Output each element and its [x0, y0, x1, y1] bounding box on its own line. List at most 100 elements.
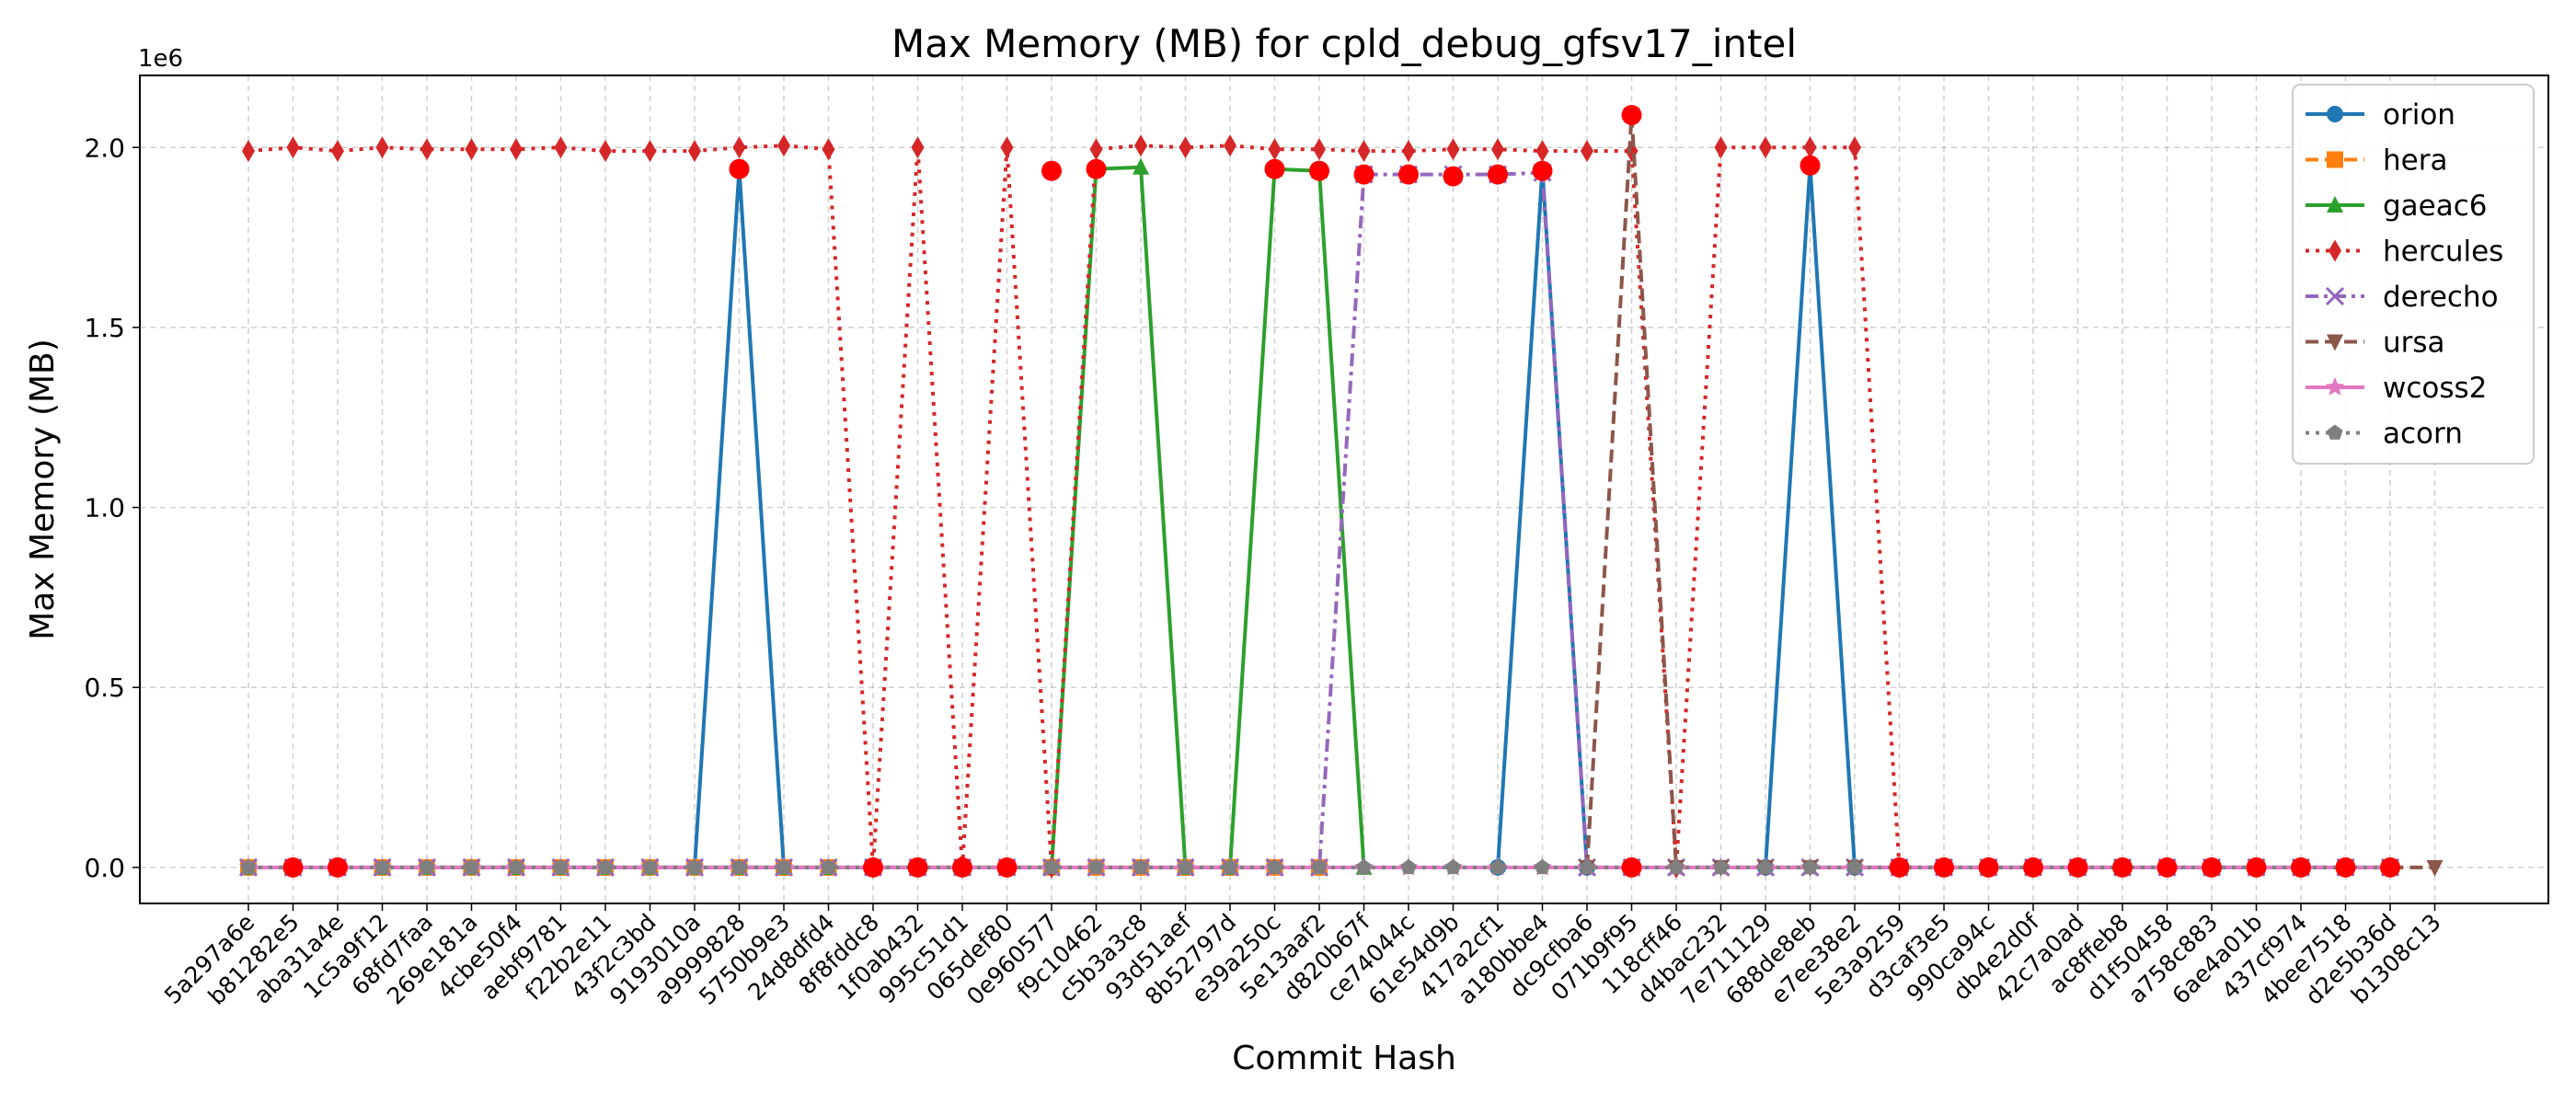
legend-marker	[2327, 334, 2343, 351]
legend-marker	[2327, 196, 2343, 213]
data-point-hercules	[554, 136, 568, 159]
legend-label: ursa	[2383, 327, 2445, 360]
data-point-acorn	[1355, 858, 1373, 875]
data-point-hercules	[1446, 138, 1460, 161]
highlight-point	[1086, 158, 1107, 179]
legend-label: gaeac6	[2383, 190, 2488, 223]
data-point-hercules	[420, 138, 433, 161]
data-point-hercules	[331, 140, 344, 163]
data-point-acorn	[463, 858, 480, 875]
data-point-acorn	[240, 858, 257, 875]
legend-marker	[2325, 377, 2345, 396]
data-point-hercules	[1848, 136, 1861, 159]
highlight-point	[952, 857, 972, 878]
highlight-point	[282, 857, 304, 878]
data-point-acorn	[1579, 858, 1595, 875]
legend: orion hera gaeac6 hercules derecho ursa wcoss2…	[2292, 84, 2535, 465]
highlight-point	[1621, 105, 1642, 126]
data-point-acorn	[1668, 858, 1685, 875]
y-tick-label: 1.0	[84, 493, 125, 523]
highlight-point	[1041, 160, 1062, 181]
data-point-hercules	[1357, 140, 1371, 163]
data-point-acorn	[1177, 858, 1194, 875]
highlight-point	[2335, 857, 2356, 878]
data-point-hercules	[242, 140, 255, 163]
highlight-point	[996, 857, 1018, 878]
highlight-layer	[282, 105, 2400, 878]
data-point-hercules	[1313, 138, 1326, 161]
legend-item-ursa: ursa	[2306, 327, 2445, 360]
data-point-hercules	[286, 136, 300, 159]
y-ticks: 0.0 0.5 1.0 1.5 2.0	[84, 132, 140, 883]
data-point-acorn	[419, 858, 435, 875]
highlight-point	[1934, 857, 1954, 878]
legend-item-hera: hera	[2306, 144, 2447, 178]
data-point-hercules	[510, 138, 523, 161]
data-point-hercules	[1759, 136, 1772, 159]
highlight-point	[1264, 158, 1285, 179]
data-point-hercules	[599, 140, 612, 163]
data-point-acorn	[820, 858, 837, 875]
highlight-point	[2067, 857, 2088, 878]
chart-title: Max Memory (MB) for cpld_debug_gfsv17_in…	[891, 21, 1797, 66]
data-point-hercules	[1179, 136, 1192, 159]
highlight-point	[1978, 857, 1999, 878]
data-point-hercules	[1402, 140, 1415, 163]
data-point-acorn	[641, 858, 659, 875]
data-point-hercules	[1803, 136, 1817, 159]
legend-label: hera	[2383, 144, 2447, 178]
legend-marker	[2325, 286, 2345, 306]
highlight-point	[2112, 857, 2133, 878]
y-tick-label: 0.5	[84, 673, 125, 703]
highlight-point	[2023, 857, 2043, 878]
data-point-acorn	[1311, 858, 1328, 875]
data-point-hercules	[465, 138, 478, 161]
plot-frame	[139, 75, 2549, 904]
legend-label: orion	[2383, 98, 2455, 132]
highlight-point	[907, 857, 928, 878]
highlight-point	[2246, 857, 2267, 878]
x-axis-label: Commit Hash	[1232, 1040, 1456, 1077]
highlight-point	[1309, 160, 1329, 181]
data-point-acorn	[597, 858, 614, 875]
data-point-hercules	[688, 140, 701, 163]
data-point-hercules	[1581, 140, 1593, 163]
highlight-point	[1532, 160, 1553, 181]
highlight-point	[328, 857, 348, 878]
y-tick-label: 0.0	[84, 853, 125, 883]
legend-item-gaeac6: gaeac6	[2306, 190, 2488, 223]
data-point-hercules	[911, 136, 925, 159]
highlight-point	[1353, 164, 1374, 185]
highlight-point	[729, 158, 750, 179]
highlight-point	[2156, 857, 2178, 878]
data-point-acorn	[730, 858, 748, 875]
highlight-point	[863, 857, 883, 878]
legend-label: acorn	[2383, 418, 2463, 451]
data-point-acorn	[776, 858, 792, 875]
data-point-hercules	[1224, 134, 1236, 157]
data-point-acorn	[508, 858, 524, 875]
highlight-point	[1443, 166, 1464, 187]
legend-label: wcoss2	[2383, 372, 2487, 405]
grid	[140, 75, 2548, 903]
data-point-acorn	[552, 858, 569, 875]
data-point-hercules	[1714, 136, 1728, 159]
data-point-hercules	[777, 134, 790, 157]
data-point-acorn	[1400, 858, 1417, 875]
data-point-ursa	[2426, 859, 2444, 877]
legend-item-acorn: acorn	[2306, 418, 2463, 451]
highlight-point	[2380, 857, 2400, 878]
data-point-acorn	[1801, 858, 1819, 875]
data-point-acorn	[1222, 858, 1238, 875]
highlight-point	[1488, 164, 1508, 185]
data-point-acorn	[1489, 858, 1506, 875]
data-point-hercules	[1535, 140, 1549, 163]
y-axis-label: Max Memory (MB)	[24, 339, 62, 640]
y-axis-offset: 1e6	[138, 45, 183, 73]
legend-item-derecho: derecho	[2306, 281, 2499, 314]
data-point-acorn	[1444, 858, 1462, 875]
legend-label: derecho	[2383, 281, 2499, 314]
data-point-acorn	[1757, 858, 1774, 875]
